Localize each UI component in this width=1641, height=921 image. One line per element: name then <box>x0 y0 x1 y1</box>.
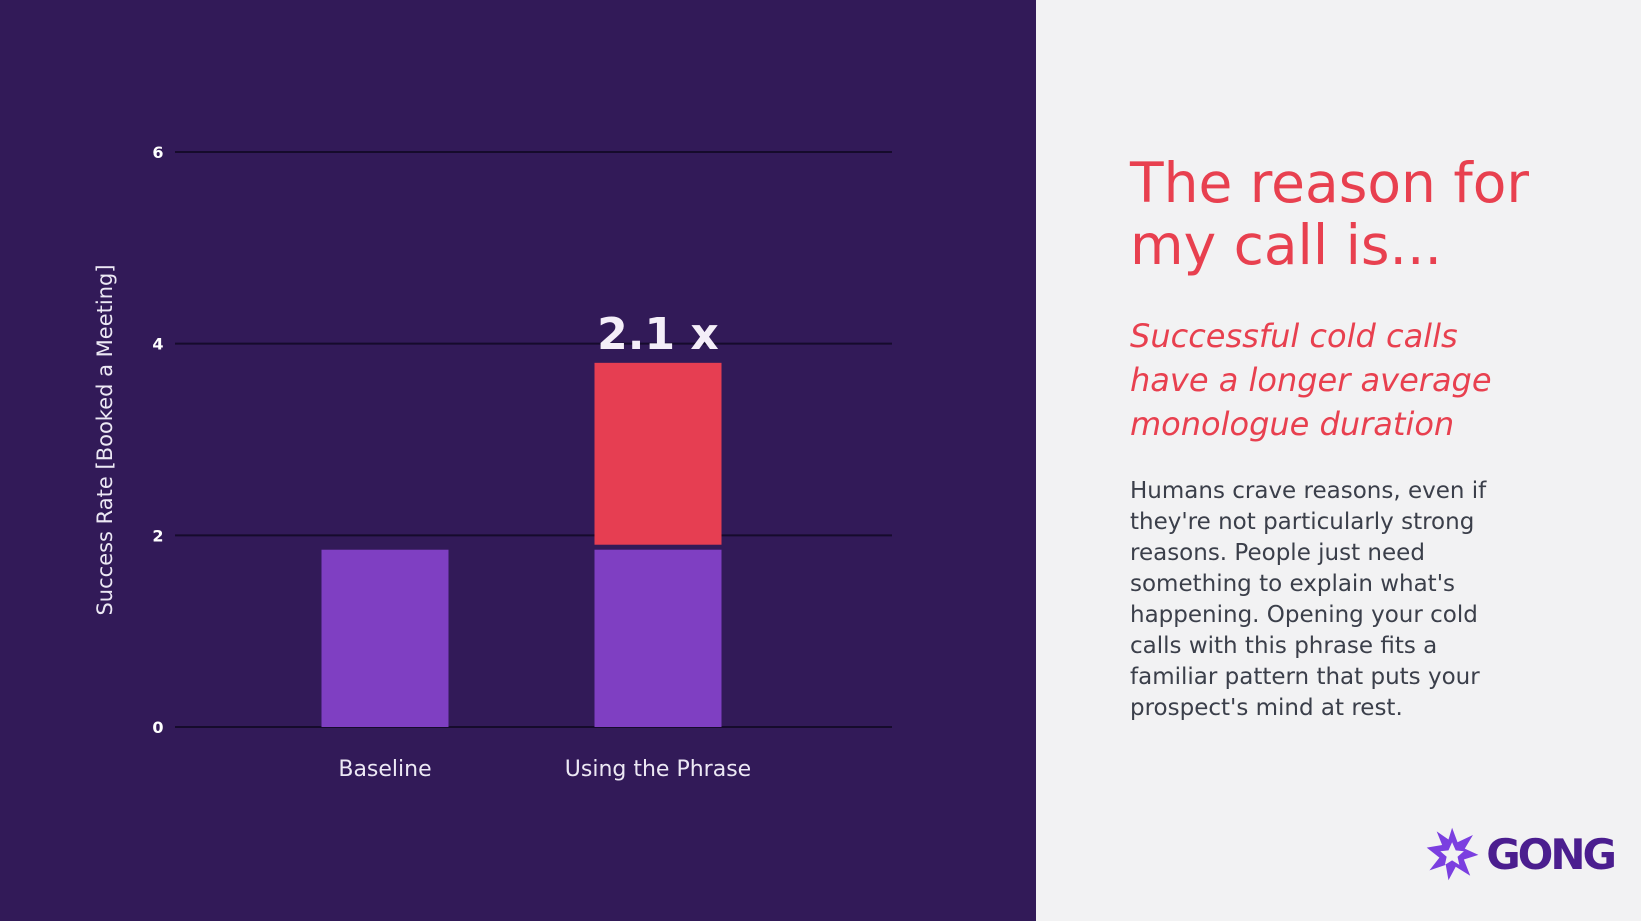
text-panel <box>1036 0 1641 921</box>
logo-wordmark: GONG <box>1486 829 1617 879</box>
body-line: calls with this phrase fits a <box>1130 633 1438 659</box>
body-line: reasons. People just need <box>1130 540 1425 566</box>
y-tick-label: 6 <box>152 143 163 162</box>
y-axis-title: Success Rate [Booked a Meeting] <box>93 264 117 615</box>
chart-panel: 0 2 4 6 Baseline Using the Phrase Success Ra… <box>0 0 1036 921</box>
body-paragraph: Humans crave reasons, even if they're no… <box>1130 476 1610 724</box>
body-line: happening. Opening your cold <box>1130 602 1478 628</box>
bar-annotation: 2.1 x <box>597 309 719 360</box>
gridlines <box>175 151 892 728</box>
body-line: something to explain what's <box>1130 571 1456 597</box>
body-line: prospect's mind at rest. <box>1130 695 1403 721</box>
subtitle-line: have a longer average <box>1130 361 1492 399</box>
y-tick-label: 4 <box>152 335 163 354</box>
bar-segment <box>321 549 449 727</box>
subtitle-line: Successful cold calls <box>1130 317 1458 355</box>
y-tick-labels: 0 2 4 6 <box>152 143 163 737</box>
bar-chart: 0 2 4 6 Baseline Using the Phrase Success Ra… <box>93 143 892 782</box>
bar-segment <box>594 549 722 727</box>
y-tick-label: 2 <box>152 526 163 545</box>
y-tick-label: 0 <box>152 718 163 737</box>
category-label: Using the Phrase <box>565 757 751 782</box>
category-label: Baseline <box>338 757 431 782</box>
subtitle-line: monologue duration <box>1130 405 1455 443</box>
starburst-icon <box>1426 827 1479 881</box>
bar-segment <box>594 362 722 545</box>
body-line: familiar pattern that puts your <box>1130 664 1480 690</box>
title-line: my call is... <box>1130 213 1442 277</box>
gong-logo: GONG <box>1424 822 1617 886</box>
body-line: Humans crave reasons, even if <box>1130 478 1487 504</box>
title-line: The reason for <box>1130 151 1529 215</box>
page-subtitle: Successful cold calls have a longer aver… <box>1130 314 1610 446</box>
bars <box>321 362 722 727</box>
category-labels: Baseline Using the Phrase <box>338 757 751 782</box>
page-title: The reason for my call is... <box>1130 152 1610 276</box>
body-line: they're not particularly strong <box>1130 509 1475 535</box>
